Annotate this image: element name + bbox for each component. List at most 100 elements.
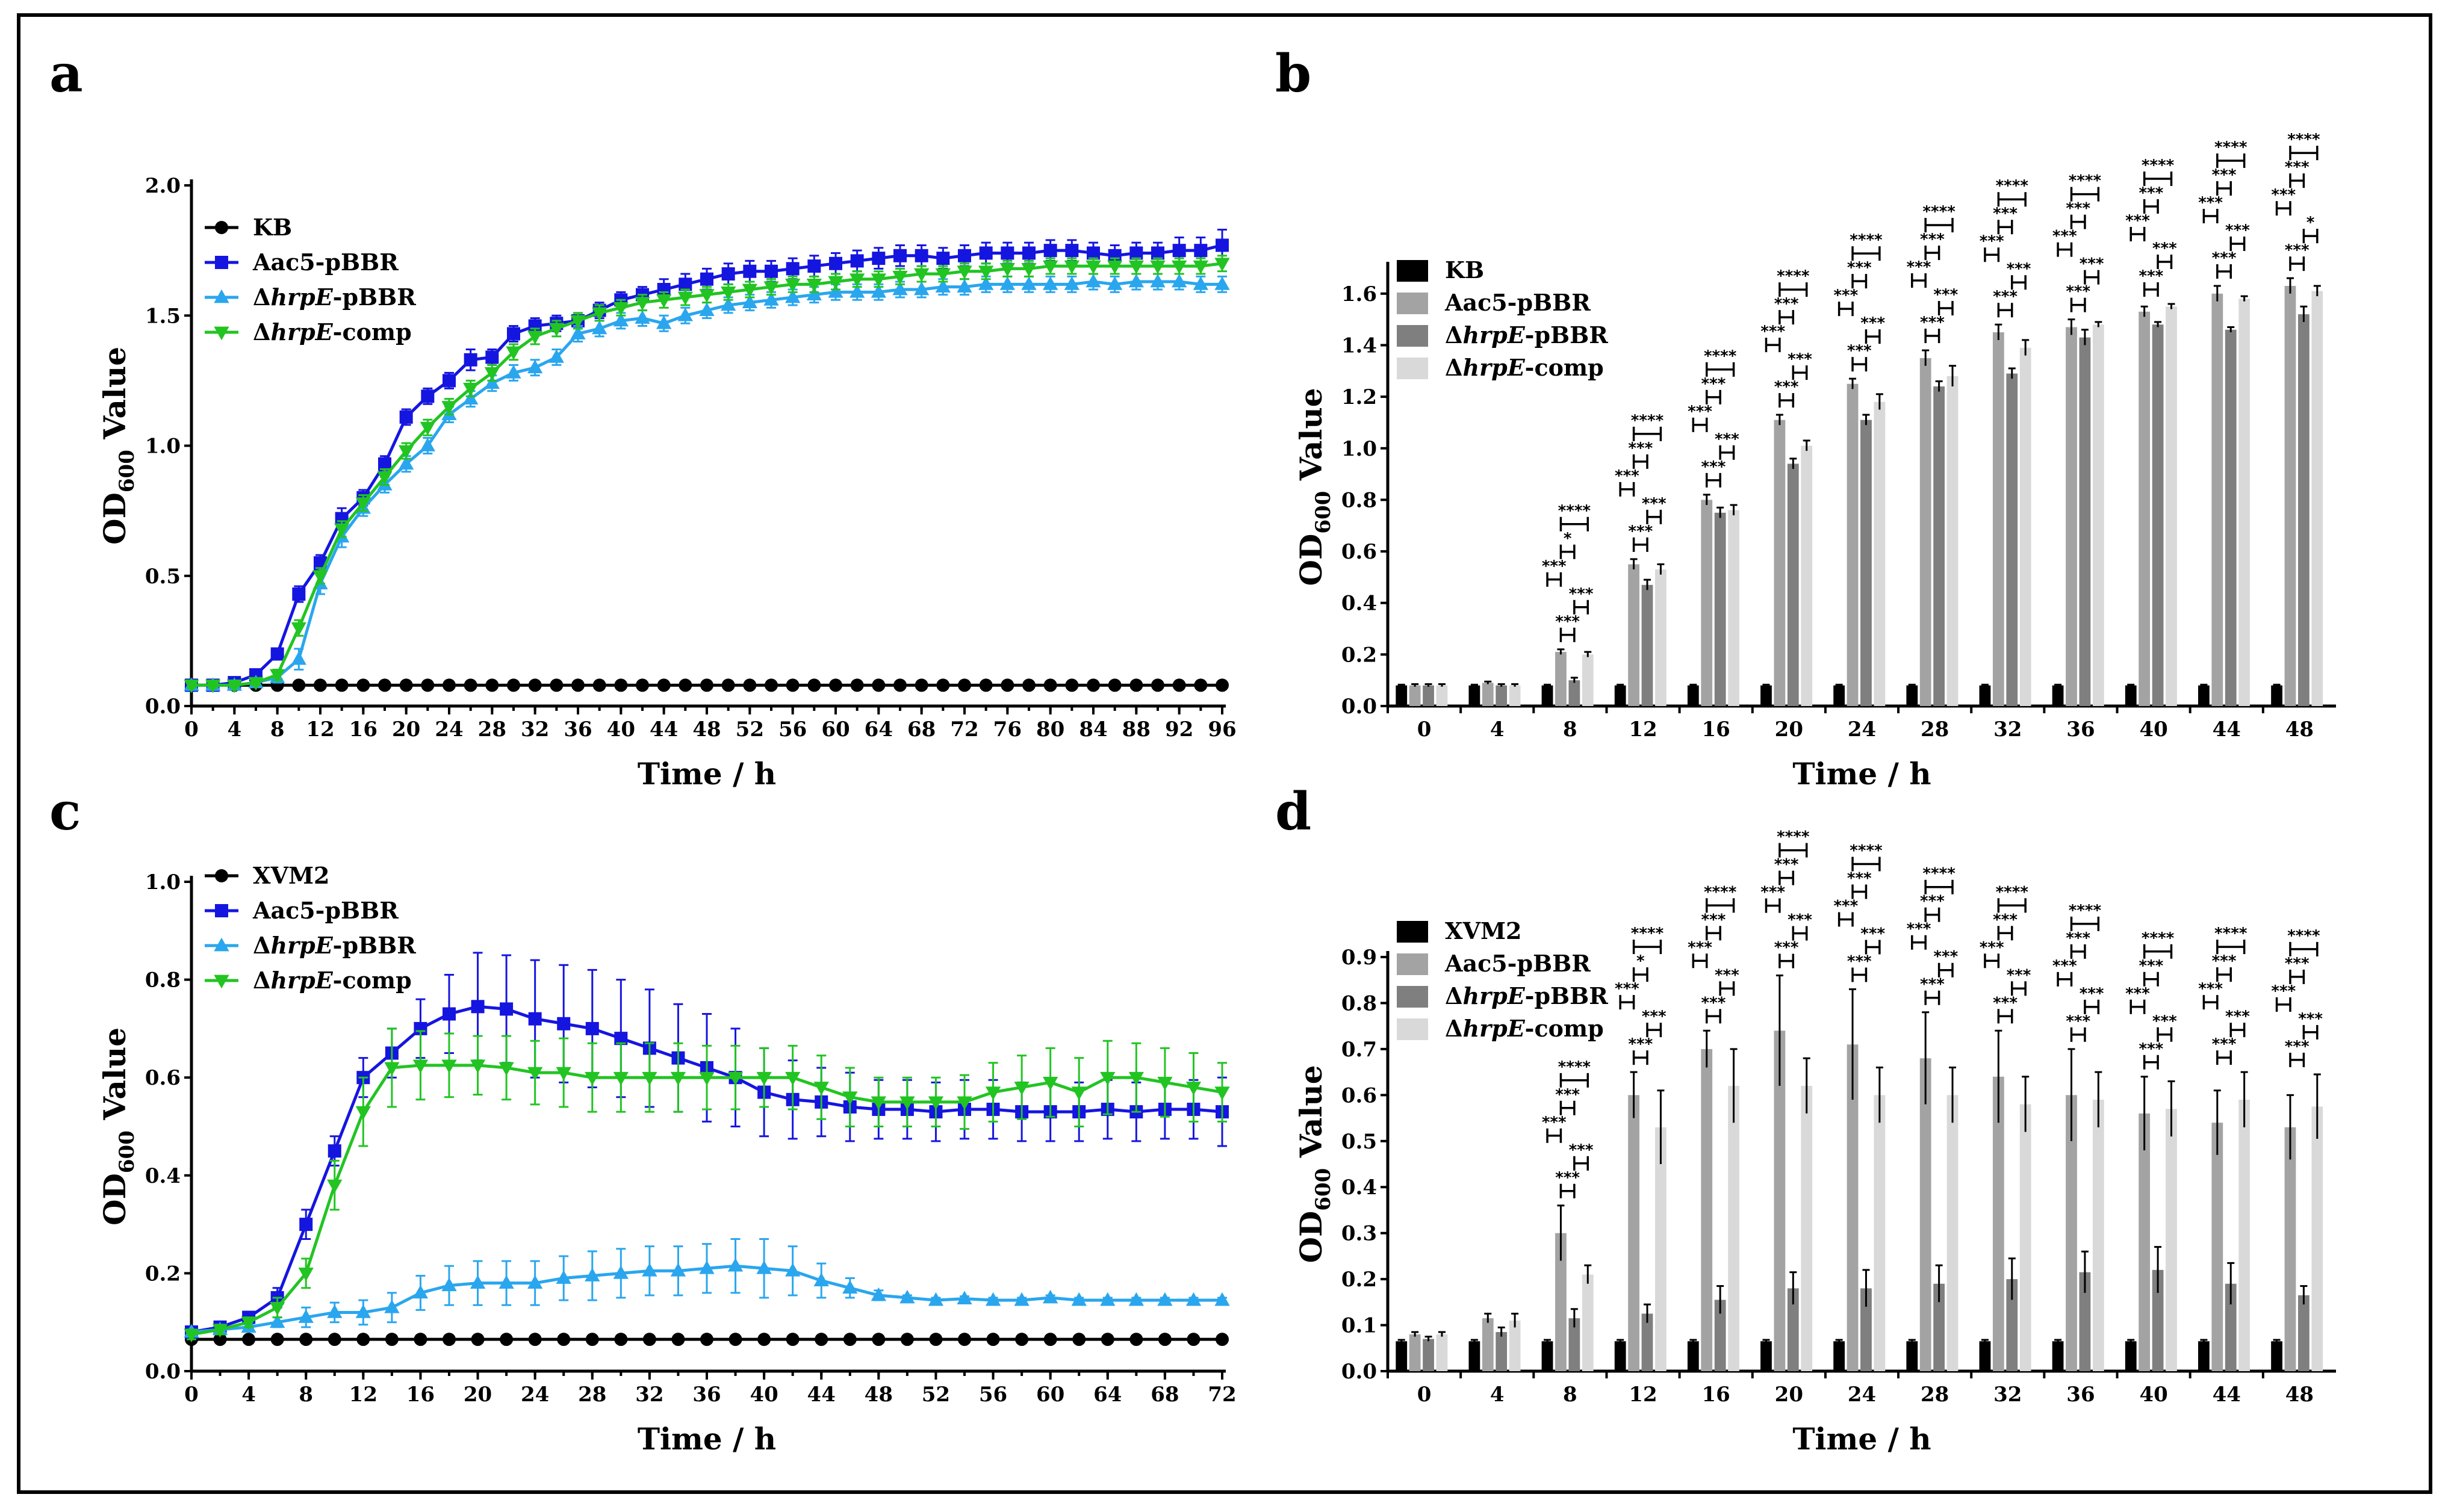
panel-a-data-point (399, 456, 414, 470)
panel-a-data-point (399, 678, 413, 692)
panel-d-series-0 (1396, 1339, 2282, 1371)
panel-a-data-point (806, 279, 822, 293)
panel-a-x-axis-title: Time / h (638, 756, 776, 792)
panel-a-x-tick-label: 56 (778, 717, 807, 742)
panel-b-sig-label: *** (1569, 585, 1594, 603)
panel-c-data-point (212, 1324, 228, 1338)
panel-a-x-tick-label: 0 (184, 717, 199, 742)
panel-d-sig-label: *** (2298, 1010, 2323, 1028)
panel-b-bar (1801, 445, 1813, 706)
panel-b-y-axis-title: OD600 Value (1293, 388, 1335, 586)
panel-d-bar (1933, 1283, 1945, 1371)
panel-d-y-tick-label: 0.5 (1341, 1130, 1377, 1154)
panel-c-data-point (928, 1096, 944, 1111)
panel-a-data-point (1064, 260, 1079, 274)
panel-a-x-tick-label: 36 (564, 717, 592, 742)
panel-c-data-point (270, 1301, 285, 1316)
panel-d-x-tick-label: 32 (1993, 1383, 2022, 1407)
panel-b-sig-label: *** (2212, 166, 2237, 184)
panel-a-x-tick-label: 24 (435, 717, 463, 742)
panel-c-x-tick-label: 64 (1093, 1383, 1122, 1407)
panel-d-sig-label: *** (1847, 953, 1872, 971)
panel-a-data-point (763, 292, 779, 306)
panel-a-data-point (1216, 238, 1229, 252)
panel-c-data-point (557, 1017, 571, 1030)
panel-a-data-point (291, 651, 306, 665)
panel-c-data-point (500, 1002, 514, 1016)
panel-c-data-point (1185, 1292, 1202, 1306)
panel-c-data-point (441, 1059, 457, 1074)
panel-a-y-tick-label: 1.5 (145, 304, 181, 328)
panel-c-x-tick-label: 4 (241, 1383, 256, 1407)
panel-b-bar (1728, 510, 1739, 706)
panel-d-bar (2125, 1341, 2137, 1371)
panel-d-sig-label: *** (2212, 1035, 2237, 1053)
panel-a-data-point (1001, 246, 1014, 260)
panel-c-data-point (642, 1263, 657, 1277)
panel-a-x-tick-label: 48 (692, 717, 721, 742)
panel-d-bar (1409, 1334, 1421, 1371)
panel-d-sig-label: *** (1788, 911, 1812, 929)
panel-a-data-point (1129, 246, 1143, 260)
panel-b-bar (1396, 685, 1408, 706)
panel-c-y-tick-label: 0.6 (145, 1066, 181, 1090)
panel-a-data-point (507, 327, 520, 341)
panel-a-data-point (441, 401, 457, 415)
panel-a-data-point (205, 680, 221, 693)
panel-a-x-tick-label: 4 (227, 717, 241, 742)
panel-a-data-point (1214, 276, 1230, 290)
panel-d-sig-label: *** (1993, 994, 2018, 1012)
panel-b-x-tick-label: 24 (1848, 717, 1876, 742)
panel-b-sig-label: *** (1760, 323, 1785, 341)
panel-a-data-point (765, 264, 778, 278)
panel-c-data-point (414, 1333, 427, 1346)
panel-c-data-point (328, 1144, 341, 1158)
panel-a-legend-label: ΔhrpE-pBBR (253, 284, 416, 311)
panel-c-data-point (556, 1270, 571, 1284)
panel-b-legend-label: Aac5-pBBR (1444, 289, 1591, 316)
panel-b-sig-label: *** (1907, 258, 1931, 276)
panel-b-y-tick-label: 0.6 (1341, 540, 1377, 564)
panel-d-sig-label: *** (1688, 938, 1712, 956)
panel-d-sig-label: *** (2066, 1012, 2090, 1030)
panel-b-bar (2271, 685, 2282, 706)
panel-a-data-point (248, 677, 264, 691)
panel-a-data-point (1150, 260, 1166, 274)
panel-b-sig-label: *** (1774, 378, 1799, 396)
panel-a-data-point (763, 281, 779, 295)
panel-a-data-point (999, 263, 1015, 277)
panel-d-y-tick-label: 0.1 (1341, 1314, 1377, 1338)
panel-a-y-tick-label: 2.0 (145, 174, 181, 198)
panel-a-data-point (699, 302, 715, 316)
panel-c-data-point (899, 1289, 915, 1304)
panel-a-x-tick-label: 8 (270, 717, 285, 742)
panel-d-sig-label: *** (1701, 911, 1726, 929)
panel-a-data-point (1107, 276, 1123, 290)
panel-a-data-point (957, 265, 972, 279)
panel-d-bar (2211, 1123, 2223, 1371)
panel-a-data-point (850, 284, 865, 298)
panel-b-sig-label: *** (2066, 200, 2090, 218)
panel-b-sig-label: *** (1642, 495, 1667, 513)
panel-a-data-point (656, 294, 672, 308)
panel-b-bar (1614, 685, 1626, 706)
panel-d-x-tick-label: 44 (2213, 1383, 2241, 1407)
panel-a-data-point (828, 284, 843, 298)
panel-c-x-tick-label: 8 (299, 1383, 313, 1407)
panel-b-sig-label: *** (2225, 222, 2250, 240)
panel-d-x-tick-label: 12 (1629, 1383, 1657, 1407)
panel-c-data-point (184, 1328, 199, 1343)
panel-d-legend-label: XVM2 (1445, 917, 1521, 944)
panel-a-data-point (378, 678, 391, 692)
panel-d-y-axis-title: OD600 Value (1293, 1065, 1335, 1263)
panel-c-data-point (412, 1284, 429, 1299)
panel-c-data-point (355, 1304, 371, 1318)
panel-a-data-point (270, 647, 284, 661)
panel-a-x-tick-label: 80 (1036, 717, 1064, 742)
panel-c-x-tick-label: 72 (1208, 1383, 1236, 1407)
panel-c-data-point (929, 1333, 943, 1346)
panel-d-legend-label-part: -comp (1525, 1015, 1604, 1042)
panel-c-data-point (499, 1275, 514, 1289)
panel-c-legend-label: ΔhrpE-comp (253, 967, 412, 994)
panel-c-legend-label-part: -comp (333, 967, 412, 994)
